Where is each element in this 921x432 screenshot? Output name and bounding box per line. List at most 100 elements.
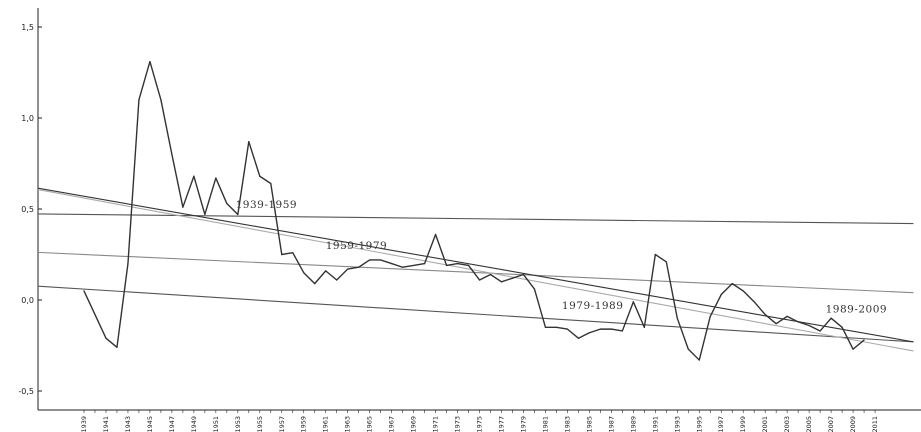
data-point [171, 153, 173, 155]
data-point [182, 206, 184, 208]
data-point [500, 281, 503, 283]
data-point [489, 273, 492, 276]
x-tick-label: 1985 [585, 416, 593, 432]
x-tick-label: 1983 [563, 416, 571, 432]
data-point [566, 328, 569, 330]
data-point [687, 348, 689, 350]
data-point [522, 273, 525, 276]
x-tick-label: 1975 [476, 416, 484, 432]
x-tick-label: 1993 [673, 416, 681, 432]
x-tick-label: 1949 [190, 416, 198, 432]
data-point [226, 202, 228, 205]
data-point [775, 323, 777, 325]
data-point [632, 301, 634, 303]
data-point [643, 326, 645, 328]
data-point [248, 141, 250, 143]
x-tick-label: 1969 [410, 416, 418, 432]
y-tick-label: 1,0 [21, 114, 34, 123]
data-point [149, 60, 151, 63]
series-line [83, 60, 865, 361]
data-point [358, 266, 360, 268]
data-point [753, 301, 755, 303]
x-tick-label: 2007 [827, 416, 835, 432]
data-point [193, 175, 195, 177]
data-point [533, 288, 536, 290]
axes: -0,5 0,0 0,5 1,0 1,5 1939 1941 1943 1945 1947 1949… [18, 8, 921, 432]
x-tick-label: 1955 [256, 416, 264, 432]
y-tick-label: 0,5 [21, 205, 34, 214]
data-series [83, 60, 865, 361]
trend-line-1989-2009 [37, 187, 914, 343]
data-point [588, 332, 590, 334]
x-tick-label: 1977 [498, 416, 506, 432]
x-tick-label: 1965 [366, 416, 374, 432]
data-point [610, 328, 612, 330]
data-point [544, 326, 547, 328]
data-point [281, 253, 283, 256]
data-point [478, 279, 481, 281]
data-point [841, 326, 843, 328]
x-tick-label: 2003 [783, 416, 791, 432]
x-tick-label: 1991 [651, 416, 659, 432]
data-point [434, 233, 437, 236]
x-tick-label: 1959 [300, 416, 308, 432]
trend-label-1989-2009: 1989-2009 [826, 304, 888, 316]
trend-labels: 1939-1959 1959-1979 1979-1989 1989-2009 [236, 199, 887, 316]
x-tick-label: 1999 [739, 416, 747, 432]
data-point [731, 283, 733, 285]
data-point [314, 283, 316, 285]
data-point [413, 264, 415, 267]
data-point [654, 253, 656, 256]
data-point [391, 263, 393, 265]
data-point [665, 261, 667, 263]
data-point [336, 279, 338, 281]
data-point [698, 359, 700, 361]
data-point [599, 328, 601, 330]
trend-label-1939-1959: 1939-1959 [236, 199, 297, 211]
data-point [808, 324, 810, 327]
x-tick-label: 1989 [629, 416, 637, 432]
data-point [467, 264, 470, 267]
trend-label-1979-1989: 1979-1989 [562, 300, 624, 312]
x-tick-label: 1981 [541, 416, 549, 432]
data-point [456, 263, 459, 265]
data-point [94, 313, 96, 316]
x-tick-label: 1987 [607, 416, 615, 432]
trend-line-overall [37, 189, 914, 352]
x-tick-label: 1947 [168, 416, 176, 432]
data-point [621, 330, 623, 332]
x-tick-label: 1973 [454, 416, 462, 432]
data-point [369, 259, 371, 261]
data-point [742, 290, 744, 292]
data-point [215, 177, 217, 179]
x-tick-label: 1943 [124, 416, 132, 432]
x-tick-label: 1951 [212, 416, 220, 432]
trend-label-1959-1979: 1959-1979 [326, 240, 388, 252]
trend-line-1959-1979 [37, 251, 914, 294]
data-point [325, 270, 327, 272]
x-tick-label: 1957 [278, 416, 286, 432]
data-point [819, 330, 821, 332]
x-tick-label: 1941 [102, 416, 110, 432]
x-tick-label: 1953 [234, 416, 242, 432]
data-point [720, 293, 722, 296]
trend-line-1939-1959 [37, 213, 914, 225]
x-tick-label: 1945 [146, 416, 154, 432]
data-point [83, 290, 85, 292]
data-point [786, 315, 788, 317]
x-tick-label: 2011 [871, 416, 879, 432]
x-tick-label: 2005 [805, 416, 813, 432]
data-point [852, 348, 854, 350]
y-tick-label: -0,5 [18, 387, 34, 396]
x-tick-label: 1971 [432, 416, 440, 432]
x-tick-label: 1939 [80, 416, 88, 432]
data-point [303, 272, 305, 274]
x-tick-label: 1979 [519, 416, 527, 432]
data-point [676, 317, 678, 319]
data-point [127, 263, 129, 265]
trend-lines [37, 187, 914, 352]
x-tick-label: 2009 [849, 416, 857, 432]
x-tick-label: 1995 [695, 416, 703, 432]
data-point [105, 337, 107, 339]
